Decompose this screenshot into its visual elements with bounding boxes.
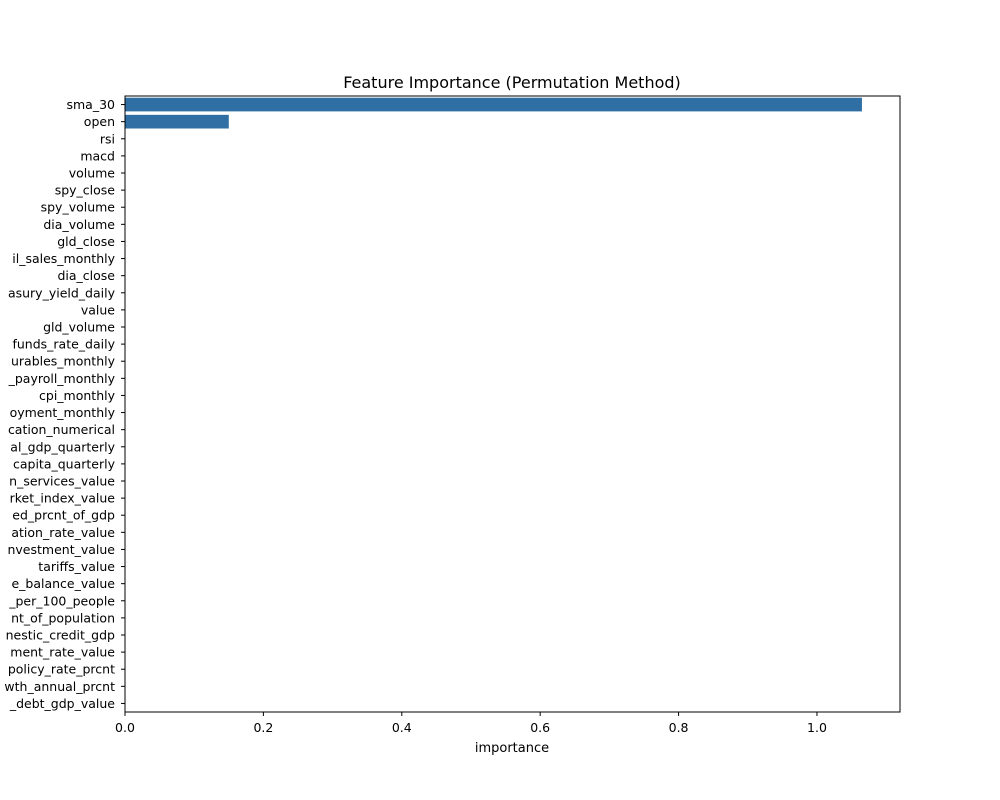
y-tick-label: rsi: [100, 131, 115, 146]
y-tick-label: funds_rate_daily: [12, 337, 115, 352]
y-tick-label: volume: [69, 166, 116, 181]
x-tick-label: 0.2: [253, 720, 273, 735]
y-tick-label: il_sales_monthly: [12, 251, 115, 266]
y-tick-label: nt_of_population: [11, 610, 115, 625]
y-tick-label: dia_close: [57, 268, 115, 283]
y-tick-label: ed_prcnt_of_gdp: [12, 508, 115, 523]
bar-sma_30: [125, 97, 862, 112]
y-tick-label: spy_volume: [41, 200, 116, 215]
y-tick-label: cpi_monthly: [39, 388, 116, 403]
y-tick-label: e_balance_value: [11, 576, 115, 591]
y-tick-label: rket_index_value: [10, 491, 116, 506]
bar-open: [125, 114, 229, 129]
y-tick-label: value: [81, 302, 115, 317]
y-tick-label: nestic_credit_gdp: [6, 628, 115, 643]
y-tick-label: cation_numerical: [8, 422, 115, 437]
y-tick-label: wth_annual_prcnt: [4, 679, 115, 694]
y-tick-label: asury_yield_daily: [8, 285, 116, 300]
y-tick-label: ation_rate_value: [11, 525, 115, 540]
y-tick-label: dia_volume: [43, 217, 115, 232]
bars-group: [125, 97, 862, 129]
y-tick-label: gld_close: [57, 234, 115, 249]
y-tick-label: _debt_gdp_value: [9, 696, 115, 711]
y-tick-label: policy_rate_prcnt: [8, 662, 115, 677]
y-tick-label: n_services_value: [9, 474, 115, 489]
y-tick-label: oyment_monthly: [10, 405, 116, 420]
y-tick-label: macd: [80, 148, 115, 163]
x-tick-label: 0.8: [669, 720, 689, 735]
y-tick-label: al_gdp_quarterly: [10, 439, 115, 454]
y-tick-label: nvestment_value: [7, 542, 115, 557]
y-tick-label: tariffs_value: [38, 559, 115, 574]
x-axis-group: 0.0 0.2 0.4 0.6 0.8 1.0: [115, 712, 827, 735]
y-tick-label: sma_30: [66, 97, 115, 112]
x-tick-label: 0.0: [115, 720, 135, 735]
y-tick-label: _payroll_monthly: [8, 371, 116, 386]
y-tick-label: open: [84, 114, 115, 129]
y-tick-label: _per_100_people: [8, 593, 115, 608]
x-tick-label: 0.4: [392, 720, 412, 735]
y-tick-label: capita_quarterly: [13, 456, 116, 471]
y-tick-label: urables_monthly: [11, 354, 116, 369]
plot-frame: [124, 95, 901, 713]
y-tick-label: gld_volume: [43, 320, 115, 335]
chart-title: Feature Importance (Permutation Method): [343, 73, 681, 92]
x-axis-label: importance: [475, 741, 549, 756]
x-tick-label: 1.0: [807, 720, 827, 735]
y-tick-label: ment_rate_value: [10, 645, 115, 660]
y-tick-label: spy_close: [55, 183, 116, 198]
x-tick-label: 0.6: [530, 720, 550, 735]
